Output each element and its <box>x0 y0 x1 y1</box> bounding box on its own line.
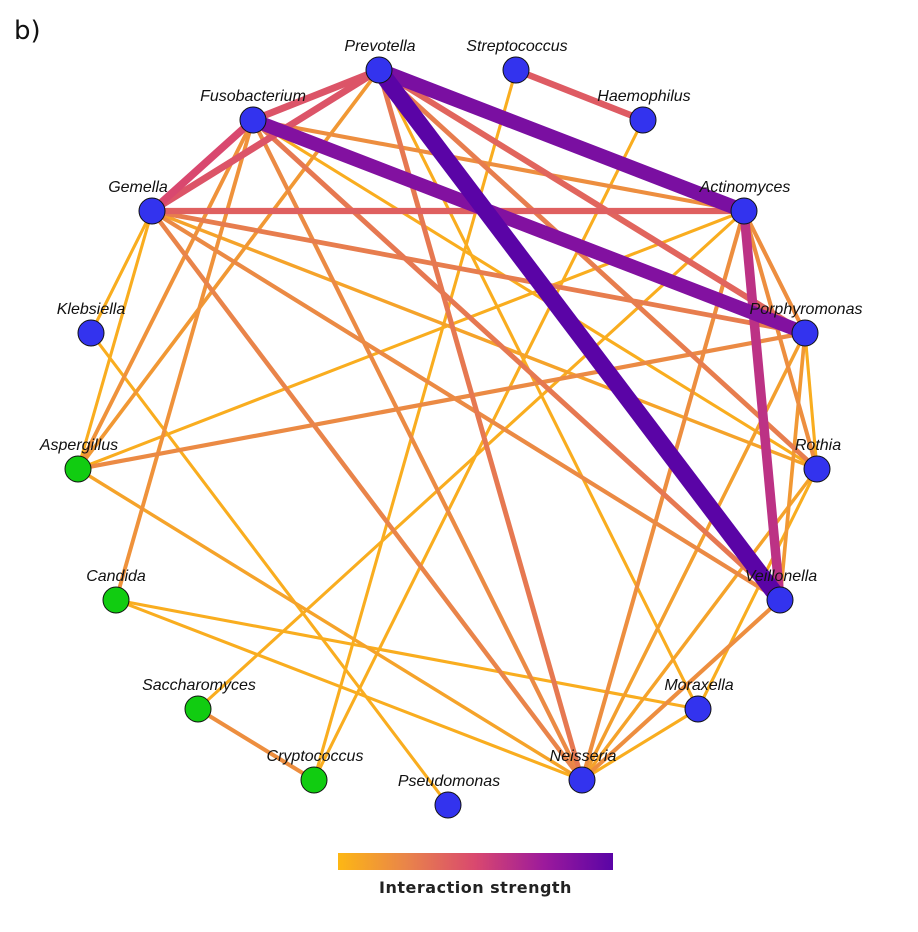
edge-fusobacterium-actinomyces <box>252 117 745 214</box>
node-label-rothia: Rothia <box>795 437 841 454</box>
edge-prevotella-aspergillus <box>76 68 381 471</box>
edge-aspergillus-neisseria <box>77 467 583 782</box>
node-label-prevotella: Prevotella <box>344 38 415 55</box>
edge-actinomyces-saccharomyces <box>196 209 746 711</box>
node-label-veillonella: Veillonella <box>745 568 817 585</box>
edge-klebsiella-pseudomonas <box>89 332 450 806</box>
edge-neisseria-moraxella <box>581 707 699 782</box>
edge-fusobacterium-rothia <box>252 118 818 471</box>
edge-fusobacterium-neisseria <box>251 119 584 781</box>
node-label-moraxella: Moraxella <box>664 677 733 694</box>
node-label-candida: Candida <box>86 568 146 585</box>
node-haemophilus[interactable] <box>629 106 657 134</box>
node-veillonella[interactable] <box>766 586 794 614</box>
edge-prevotella-actinomyces <box>376 63 747 218</box>
edge-candida-moraxella <box>115 598 699 711</box>
labels-layer: Prevotella Streptococcus Haemophilus Fusoba… <box>39 38 863 790</box>
node-label-neisseria: Neisseria <box>550 748 617 765</box>
legend-title: Interaction strength <box>379 878 572 897</box>
edge-veillonella-neisseria <box>580 598 782 782</box>
edge-actinomyces-rothia <box>742 210 819 470</box>
node-label-fusobacterium: Fusobacterium <box>200 88 306 105</box>
edge-actinomyces-porphyromonas <box>742 210 807 334</box>
edge-porphyromonas-neisseria <box>580 332 807 781</box>
edge-prevotella-fusobacterium <box>251 66 381 124</box>
edge-prevotella-gemella <box>150 67 381 214</box>
edge-prevotella-rothia <box>377 68 819 471</box>
node-label-klebsiella: Klebsiella <box>57 301 126 318</box>
edge-porphyromonas-rothia <box>803 332 819 470</box>
edge-haemophilus-cryptococcus <box>312 119 645 781</box>
edge-porphyromonas-veillonella <box>778 332 807 601</box>
node-gemella[interactable] <box>138 197 166 225</box>
node-saccharomyces[interactable] <box>184 695 212 723</box>
edge-prevotella-moraxella <box>377 69 700 710</box>
node-label-aspergillus: Aspergillus <box>39 437 118 454</box>
node-porphyromonas[interactable] <box>791 319 819 347</box>
node-streptococcus[interactable] <box>502 56 530 84</box>
edge-gemella-aspergillus <box>76 210 154 470</box>
nodes-layer <box>64 56 831 819</box>
edge-gemella-klebsiella <box>89 210 154 334</box>
edge-gemella-veillonella <box>150 209 782 602</box>
panel-label: b) <box>14 16 41 46</box>
node-label-porphyromonas: Porphyromonas <box>750 301 863 318</box>
node-actinomyces[interactable] <box>730 197 758 225</box>
edge-fusobacterium-veillonella <box>251 118 782 602</box>
node-rothia[interactable] <box>803 455 831 483</box>
edge-streptococcus-haemophilus <box>514 66 645 124</box>
node-fusobacterium[interactable] <box>239 106 267 134</box>
node-cryptococcus[interactable] <box>300 766 328 794</box>
edge-candida-neisseria <box>115 598 583 782</box>
edge-prevotella-porphyromonas <box>377 67 807 336</box>
edge-fusobacterium-porphyromonas <box>250 113 808 340</box>
edge-rothia-moraxella <box>696 468 819 710</box>
edge-actinomyces-aspergillus <box>77 209 745 471</box>
node-neisseria[interactable] <box>568 766 596 794</box>
edge-actinomyces-veillonella <box>739 210 785 601</box>
node-pseudomonas[interactable] <box>434 791 462 819</box>
edge-prevotella-veillonella <box>372 64 787 606</box>
edge-porphyromonas-aspergillus <box>77 330 806 472</box>
node-label-pseudomonas: Pseudomonas <box>398 773 500 790</box>
edge-gemella-neisseria <box>150 209 584 782</box>
legend-colorbar <box>338 853 613 870</box>
node-prevotella[interactable] <box>365 56 393 84</box>
edge-rothia-neisseria <box>580 467 819 782</box>
edge-gemella-rothia <box>151 209 818 471</box>
node-label-streptococcus: Streptococcus <box>466 38 567 55</box>
node-label-actinomyces: Actinomyces <box>699 179 791 196</box>
node-moraxella[interactable] <box>684 695 712 723</box>
node-label-gemella: Gemella <box>108 179 168 196</box>
node-aspergillus[interactable] <box>64 455 92 483</box>
edge-fusobacterium-aspergillus <box>76 119 255 470</box>
edge-gemella-porphyromonas <box>151 208 806 336</box>
edge-fusobacterium-gemella <box>149 117 256 214</box>
edge-streptococcus-cryptococcus <box>312 69 518 781</box>
edge-saccharomyces-cryptococcus <box>196 707 316 782</box>
node-klebsiella[interactable] <box>77 319 105 347</box>
node-label-haemophilus: Haemophilus <box>597 88 690 105</box>
edges-layer <box>76 63 819 806</box>
edge-fusobacterium-candida <box>114 119 255 601</box>
node-label-saccharomyces: Saccharomyces <box>142 677 256 694</box>
node-candida[interactable] <box>102 586 130 614</box>
node-label-cryptococcus: Cryptococcus <box>267 748 364 765</box>
